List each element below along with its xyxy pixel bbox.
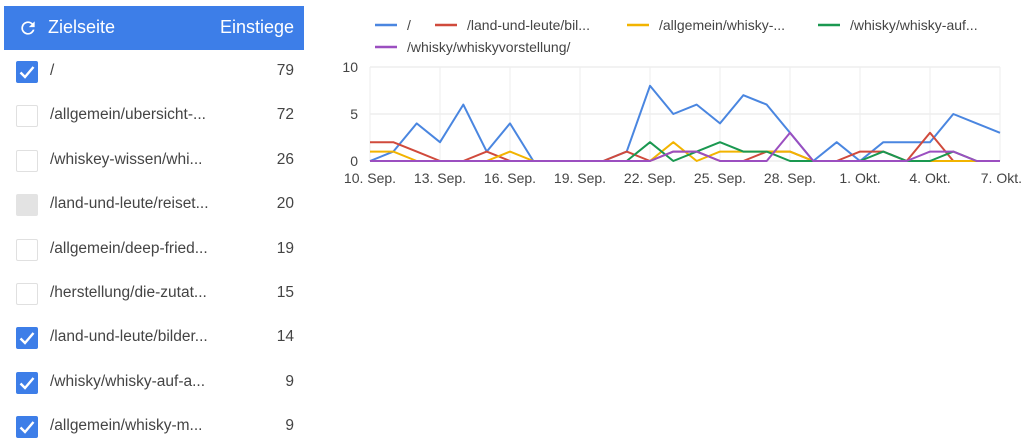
row-entries-value: 20 bbox=[276, 195, 294, 213]
row-checkbox[interactable] bbox=[16, 149, 38, 172]
row-page-path: /herstellung/die-zutat... bbox=[50, 284, 207, 301]
legend-label: /whisky/whisky-auf... bbox=[850, 17, 978, 33]
landing-page-table: Zielseite Einstiege / 79/allgemein/ubersi… bbox=[4, 6, 304, 439]
x-tick-label: 13. Sep. bbox=[414, 170, 466, 186]
row-page-path: /allgemein/deep-fried... bbox=[50, 239, 208, 257]
legend-label: / bbox=[407, 17, 411, 33]
row-entries-value: 19 bbox=[276, 239, 294, 257]
row-checkbox[interactable] bbox=[16, 416, 38, 439]
row-page-path: /allgemein/whisky-m... bbox=[50, 417, 203, 435]
row-page-path: / bbox=[50, 62, 55, 79]
table-row[interactable]: /land-und-leute/reiset... 20 bbox=[4, 185, 304, 225]
row-entries-value: 26 bbox=[276, 150, 294, 168]
series-line[interactable] bbox=[369, 84, 1001, 162]
row-page-path: /whisky/whisky-auf-a... bbox=[50, 372, 206, 390]
legend-label: /whisky/whiskyvorstellung/ bbox=[407, 39, 570, 55]
row-entries-value: 14 bbox=[276, 328, 294, 346]
y-axis: 0 5 10 bbox=[342, 59, 358, 169]
legend-item[interactable]: /allgemein/whisky-... bbox=[627, 17, 785, 33]
row-entries-value: 9 bbox=[285, 417, 294, 435]
legend-label: /land-und-leute/bil... bbox=[467, 17, 590, 33]
table-row[interactable]: /whiskey-wissen/whi... 26 bbox=[4, 141, 304, 181]
row-checkbox[interactable] bbox=[16, 371, 38, 394]
legend-item[interactable]: /whisky/whiskyvorstellung/ bbox=[375, 39, 570, 55]
row-entries-value: 72 bbox=[276, 106, 294, 124]
legend-label: /allgemein/whisky-... bbox=[659, 17, 785, 33]
table-row[interactable]: /allgemein/deep-fried... 19 bbox=[4, 230, 304, 270]
x-tick-label: 22. Sep. bbox=[624, 170, 676, 186]
x-tick-label: 10. Sep. bbox=[344, 170, 396, 186]
legend-item[interactable]: /whisky/whisky-auf... bbox=[818, 17, 978, 33]
y-tick-label: 10 bbox=[342, 59, 358, 75]
column-header-entries[interactable]: Einstiege bbox=[219, 17, 294, 37]
x-tick-label: 25. Sep. bbox=[694, 170, 746, 186]
y-tick-label: 0 bbox=[350, 153, 358, 169]
row-page-path: /land-und-leute/reiset... bbox=[50, 195, 209, 213]
x-tick-label: 16. Sep. bbox=[484, 170, 536, 186]
chart-grid bbox=[369, 66, 1001, 162]
series-line[interactable] bbox=[370, 131, 1000, 162]
row-entries-value: 15 bbox=[276, 284, 294, 301]
row-checkbox[interactable] bbox=[16, 238, 38, 261]
row-entries-value: 79 bbox=[276, 62, 294, 79]
table-row[interactable]: /allgemein/whisky-m... 9 bbox=[4, 407, 304, 447]
x-axis: 10. Sep. 13. Sep. 16. Sep. 19. Sep. 22. Sep.… bbox=[344, 170, 1022, 186]
row-checkbox[interactable] bbox=[16, 61, 38, 83]
row-page-path: /land-und-leute/bilder... bbox=[50, 328, 208, 346]
chart-legend: / /land-und-leute/bil... /allgemein/whisky… bbox=[375, 17, 978, 55]
legend-item[interactable]: /land-und-leute/bil... bbox=[435, 17, 590, 33]
y-tick-label: 5 bbox=[350, 106, 358, 122]
table-row[interactable]: /whisky/whisky-auf-a... 9 bbox=[4, 363, 304, 403]
line-chart: / /land-und-leute/bil... /allgemein/whisky… bbox=[342, 17, 1022, 186]
table-row[interactable]: /land-und-leute/bilder... 14 bbox=[4, 318, 304, 358]
chart-series bbox=[369, 84, 1001, 162]
row-checkbox[interactable] bbox=[16, 283, 38, 305]
row-checkbox[interactable] bbox=[16, 327, 38, 350]
refresh-icon[interactable] bbox=[18, 18, 38, 38]
row-page-path: /allgemein/ubersicht-... bbox=[50, 106, 206, 124]
x-tick-label: 7. Okt. bbox=[981, 170, 1022, 186]
legend-item[interactable]: / bbox=[375, 17, 411, 33]
row-entries-value: 9 bbox=[285, 372, 294, 390]
table-row[interactable]: /allgemein/ubersicht-... 72 bbox=[4, 96, 304, 136]
row-checkbox[interactable] bbox=[16, 194, 38, 217]
row-checkbox[interactable] bbox=[16, 105, 38, 128]
table-header: Zielseite Einstiege bbox=[4, 6, 304, 50]
x-tick-label: 19. Sep. bbox=[554, 170, 606, 186]
row-page-path: /whiskey-wissen/whi... bbox=[50, 150, 203, 168]
table-row[interactable]: /herstellung/die-zutat... 15 bbox=[4, 274, 304, 314]
x-tick-label: 1. Okt. bbox=[839, 170, 880, 186]
column-header-landing-page[interactable]: Zielseite bbox=[48, 17, 116, 37]
table-row[interactable]: / 79 bbox=[4, 52, 304, 92]
x-tick-label: 4. Okt. bbox=[909, 170, 950, 186]
x-tick-label: 28. Sep. bbox=[764, 170, 816, 186]
